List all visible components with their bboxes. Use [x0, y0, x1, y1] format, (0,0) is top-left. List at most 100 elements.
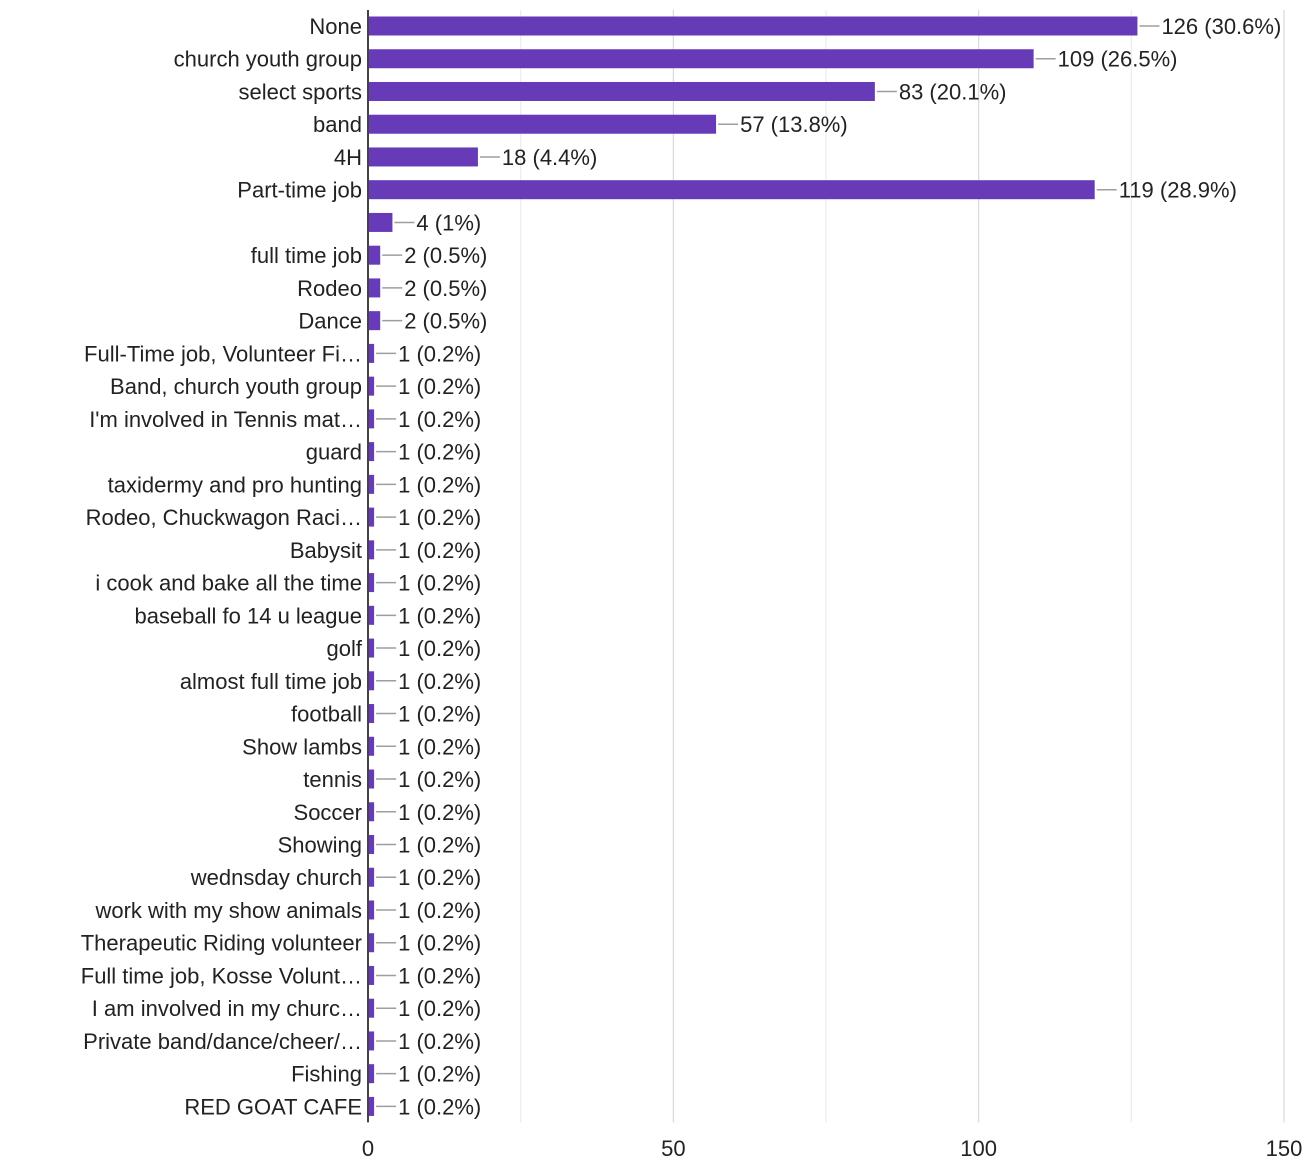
category-label: I am involved in my churc… — [92, 996, 362, 1021]
bar — [368, 81, 875, 101]
bar — [368, 311, 381, 331]
bar — [368, 1031, 375, 1051]
category-label: golf — [327, 636, 363, 661]
label-layer: 126 (30.6%) None 109 (26.5%) church youth g… — [81, 14, 1282, 1119]
data-label: 1 (0.2%) — [398, 505, 481, 530]
category-label: Band, church youth group — [110, 374, 362, 399]
category-label: wednsday church — [190, 865, 362, 890]
category-label: Private band/dance/cheer/… — [83, 1029, 362, 1054]
data-label: 83 (20.1%) — [899, 79, 1007, 104]
bar — [368, 540, 375, 560]
x-tick-label: 0 — [362, 1136, 374, 1161]
bar — [368, 1096, 375, 1116]
data-label: 4 (1%) — [416, 210, 481, 235]
bar — [368, 278, 381, 298]
category-label: Rodeo, Chuckwagon Raci… — [86, 505, 362, 530]
category-label: i cook and bake all the time — [95, 571, 362, 596]
data-label: 1 (0.2%) — [398, 1029, 481, 1054]
category-label: Showing — [278, 833, 362, 858]
category-label: 4H — [334, 145, 362, 170]
data-label: 1 (0.2%) — [398, 440, 481, 465]
bar-layer — [368, 16, 1138, 1116]
axis-layer: 0 50 100 150 — [362, 10, 1302, 1161]
data-label: 1 (0.2%) — [398, 865, 481, 890]
x-tick-label: 150 — [1266, 1136, 1303, 1161]
bar — [368, 933, 375, 953]
category-label: Dance — [298, 309, 362, 334]
bar — [368, 867, 375, 887]
bar — [368, 442, 375, 462]
data-label: 1 (0.2%) — [398, 833, 481, 858]
category-label: work with my show animals — [94, 898, 362, 923]
category-label: None — [309, 14, 362, 39]
bar — [368, 998, 375, 1018]
category-label: Rodeo — [297, 276, 362, 301]
category-label: I'm involved in Tennis mat… — [89, 407, 362, 432]
x-tick-label: 100 — [960, 1136, 997, 1161]
category-label: football — [291, 702, 362, 727]
category-label: Fishing — [291, 1062, 362, 1087]
category-label: band — [313, 112, 362, 137]
data-label: 2 (0.5%) — [404, 309, 487, 334]
bar — [368, 114, 717, 134]
data-label: 109 (26.5%) — [1058, 47, 1178, 72]
data-label: 1 (0.2%) — [398, 767, 481, 792]
data-label: 1 (0.2%) — [398, 341, 481, 366]
data-label: 1 (0.2%) — [398, 669, 481, 694]
category-label: church youth group — [174, 47, 362, 72]
bar — [368, 212, 393, 232]
bar — [368, 573, 375, 593]
category-label: select sports — [239, 79, 363, 104]
category-label: Therapeutic Riding volunteer — [81, 931, 362, 956]
category-label: Full time job, Kosse Volunt… — [81, 963, 362, 988]
data-label: 1 (0.2%) — [398, 734, 481, 759]
category-label: Show lambs — [242, 734, 362, 759]
category-label: almost full time job — [180, 669, 362, 694]
data-label: 1 (0.2%) — [398, 898, 481, 923]
x-tick-label: 50 — [661, 1136, 685, 1161]
data-label: 1 (0.2%) — [398, 702, 481, 727]
data-label: 1 (0.2%) — [398, 374, 481, 399]
category-label: guard — [306, 440, 362, 465]
data-label: 2 (0.5%) — [404, 276, 487, 301]
bar — [368, 1064, 375, 1084]
data-label: 126 (30.6%) — [1161, 14, 1281, 39]
data-label: 2 (0.5%) — [404, 243, 487, 268]
bar — [368, 605, 375, 625]
category-label: full time job — [251, 243, 362, 268]
bar — [368, 16, 1138, 36]
bar — [368, 147, 478, 167]
category-label: Soccer — [294, 800, 362, 825]
category-label: RED GOAT CAFE — [184, 1094, 362, 1119]
bar — [368, 245, 381, 265]
bar — [368, 474, 375, 494]
bar — [368, 704, 375, 724]
data-label: 1 (0.2%) — [398, 538, 481, 563]
data-label: 1 (0.2%) — [398, 472, 481, 497]
data-label: 1 (0.2%) — [398, 636, 481, 661]
data-label: 1 (0.2%) — [398, 931, 481, 956]
category-label: Babysit — [290, 538, 362, 563]
data-label: 1 (0.2%) — [398, 1094, 481, 1119]
data-label: 1 (0.2%) — [398, 963, 481, 988]
category-label: Full-Time job, Volunteer Fi… — [84, 341, 362, 366]
bar — [368, 835, 375, 854]
data-label: 119 (28.9%) — [1119, 178, 1237, 203]
bar — [368, 769, 375, 789]
data-label: 1 (0.2%) — [398, 603, 481, 628]
category-label: Part-time job — [237, 178, 362, 203]
data-label: 57 (13.8%) — [740, 112, 848, 137]
bar — [368, 638, 375, 658]
bar — [368, 965, 375, 985]
bar — [368, 376, 375, 396]
bar — [368, 507, 375, 527]
bar — [368, 736, 375, 756]
data-label: 1 (0.2%) — [398, 571, 481, 596]
bar — [368, 802, 375, 822]
category-label: baseball fo 14 u league — [134, 603, 362, 628]
bar — [368, 180, 1095, 200]
category-label: tennis — [303, 767, 362, 792]
bar — [368, 343, 375, 363]
